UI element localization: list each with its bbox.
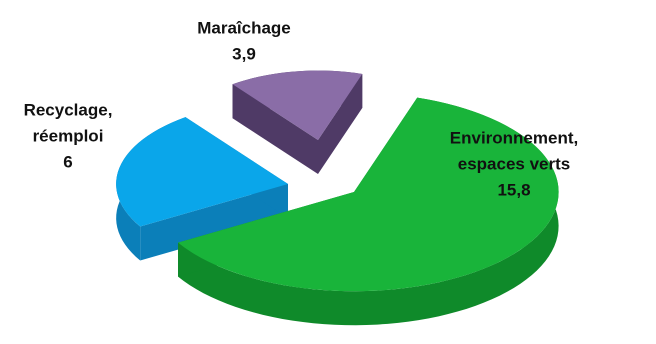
pie-slice-edge-1-0 bbox=[140, 184, 288, 261]
pie-labels: Environnement, espaces verts 15,8 Recyclage… bbox=[24, 18, 579, 199]
pie-slices bbox=[116, 70, 559, 326]
pie-category-label-1-1: réemploi bbox=[33, 126, 104, 145]
pie-slice-top-0 bbox=[178, 97, 559, 292]
pie-value-label-0: 15,8 bbox=[497, 180, 530, 199]
pie-value-label-2: 3,9 bbox=[232, 44, 256, 63]
pie-category-label-0-0: Environnement, bbox=[450, 128, 578, 147]
pie-slice-0 bbox=[178, 97, 559, 326]
pie-slice-1 bbox=[116, 117, 288, 261]
pie-slice-edge-2-0 bbox=[232, 84, 318, 174]
pie-slice-edge-2-1 bbox=[318, 73, 363, 174]
pie-slice-2 bbox=[232, 70, 363, 174]
pie-category-label-1-0: Recyclage, bbox=[24, 100, 113, 119]
pie-slice-top-2 bbox=[232, 70, 363, 140]
pie-value-label-1: 6 bbox=[63, 152, 72, 171]
pie-category-label-2-0: Maraîchage bbox=[197, 18, 291, 37]
pie-category-label-0-1: espaces verts bbox=[458, 154, 570, 173]
pie-slice-top-1 bbox=[116, 117, 288, 227]
